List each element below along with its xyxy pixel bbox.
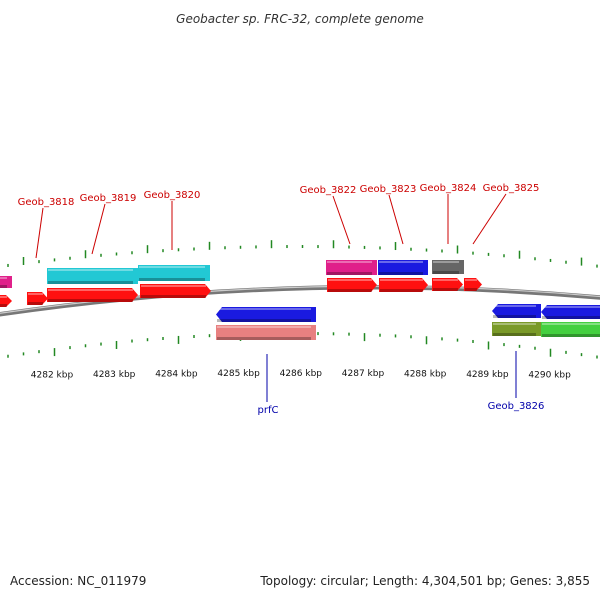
feature-geob-3826-c-shade bbox=[493, 333, 536, 336]
feature-geob-3820-a-shade bbox=[139, 278, 205, 281]
scale-label: 4282 kbp bbox=[31, 370, 74, 380]
feature-geob-3824-a[interactable] bbox=[432, 260, 464, 274]
scale-label: 4289 kbp bbox=[466, 370, 509, 380]
feature-geob-3823[interactable] bbox=[379, 278, 428, 292]
scale-label: 4284 kbp bbox=[155, 369, 198, 379]
scale-label: 4287 kbp bbox=[342, 369, 385, 379]
scale-label: 4286 kbp bbox=[280, 369, 323, 379]
feature-prfc-b-shine bbox=[217, 326, 311, 328]
scale-label: 4283 kbp bbox=[93, 370, 136, 380]
scale-label: 4288 kbp bbox=[404, 369, 447, 379]
gene-label[interactable]: Geob_3822 bbox=[300, 185, 357, 196]
scale-label: 4290 kbp bbox=[528, 370, 571, 380]
feature-geob-3819-a[interactable] bbox=[47, 268, 138, 284]
feature-prfc-shine bbox=[217, 308, 311, 310]
feature-geob-3826-b-shade bbox=[542, 316, 600, 319]
feature-geob-3826-d-shine bbox=[542, 323, 600, 325]
feature-left-edge-top-shade bbox=[0, 285, 7, 288]
feature-geob-3826-c-shine bbox=[493, 323, 536, 325]
label-leader bbox=[472, 193, 507, 245]
gene-label[interactable]: Geob_3818 bbox=[18, 197, 75, 208]
feature-geob-3819-a-shine bbox=[48, 269, 133, 271]
feature-left-edge-top[interactable] bbox=[0, 276, 12, 288]
feature-geob-3819-shade bbox=[48, 299, 133, 302]
feature-geob-3824-shine bbox=[433, 279, 458, 281]
feature-geob-3826-a[interactable] bbox=[492, 304, 541, 318]
feature-geob-3825-shade bbox=[465, 288, 477, 291]
backbone-highlight bbox=[0, 285, 600, 314]
feature-geob-3824-a-shade bbox=[433, 271, 459, 274]
feature-left-edge-top-shine bbox=[0, 277, 7, 279]
feature-geob-3822[interactable] bbox=[327, 278, 377, 292]
scale-label: 4285 kbp bbox=[217, 369, 260, 379]
feature-geob-3826-a-shade bbox=[493, 315, 536, 318]
feature-geob-3823-a-shade bbox=[379, 272, 423, 275]
feature-geob-3823-a[interactable] bbox=[378, 260, 428, 275]
feature-geob-3822-a[interactable] bbox=[326, 260, 377, 275]
gene-label[interactable]: Geob_3826 bbox=[488, 401, 545, 412]
inner-tick-ring bbox=[7, 332, 598, 359]
feature-geob-3825-shine bbox=[465, 279, 477, 281]
feature-geob-3818[interactable] bbox=[27, 292, 48, 305]
gene-label[interactable]: prfC bbox=[258, 405, 279, 416]
label-leader bbox=[35, 207, 44, 259]
feature-left-edge-bottom-shine bbox=[0, 296, 7, 298]
feature-geob-3823-shine bbox=[380, 279, 423, 281]
feature-geob-3826-b[interactable] bbox=[541, 305, 600, 319]
label-leader bbox=[388, 194, 404, 245]
feature-geob-3820-shine bbox=[141, 285, 206, 287]
feature-geob-3825[interactable] bbox=[464, 278, 482, 291]
feature-geob-3819[interactable] bbox=[47, 288, 138, 302]
feature-geob-3822-shine bbox=[328, 279, 372, 281]
feature-geob-3820-a-shine bbox=[139, 266, 205, 268]
gene-label[interactable]: Geob_3823 bbox=[360, 184, 417, 195]
feature-geob-3820[interactable] bbox=[140, 284, 211, 298]
gene-label[interactable]: Geob_3819 bbox=[80, 193, 137, 204]
feature-geob-3826-d[interactable] bbox=[541, 322, 600, 337]
accession-text: Accession: NC_011979 bbox=[10, 574, 146, 588]
feature-geob-3823-shade bbox=[380, 289, 423, 292]
scale-labels: 4282 kbp 4283 kbp 4284 kbp 4285 kbp 4286 kbp… bbox=[31, 369, 571, 380]
gene-features bbox=[0, 260, 600, 340]
feature-geob-3826-c[interactable] bbox=[492, 322, 541, 336]
feature-geob-3824-a-shine bbox=[433, 261, 459, 263]
feature-prfc-b[interactable] bbox=[216, 325, 316, 340]
gene-label[interactable]: Geob_3825 bbox=[483, 183, 540, 194]
label-leader bbox=[332, 195, 351, 245]
label-leaders bbox=[35, 193, 517, 402]
feature-prfc-b-shade bbox=[217, 337, 311, 340]
gene-labels: Geob_3818 Geob_3819 Geob_3820 Geob_3822 Geob… bbox=[18, 183, 545, 416]
outer-tick-ring bbox=[7, 240, 598, 268]
gene-label[interactable]: Geob_3824 bbox=[420, 183, 477, 194]
feature-geob-3822-a-shine bbox=[327, 261, 372, 263]
feature-geob-3822-shade bbox=[328, 289, 372, 292]
feature-prfc[interactable] bbox=[216, 307, 316, 322]
gene-label[interactable]: Geob_3820 bbox=[144, 190, 201, 201]
feature-left-edge-bottom[interactable] bbox=[0, 295, 12, 307]
feature-geob-3820-shade bbox=[141, 295, 206, 298]
feature-geob-3819-shine bbox=[48, 289, 133, 291]
feature-geob-3820-a[interactable] bbox=[138, 265, 210, 281]
feature-geob-3824[interactable] bbox=[432, 278, 463, 291]
feature-geob-3823-a-shine bbox=[379, 261, 423, 263]
feature-geob-3819-a-shade bbox=[48, 281, 133, 284]
feature-geob-3826-b-shine bbox=[542, 306, 600, 308]
feature-geob-3818-shine bbox=[28, 293, 43, 295]
feature-geob-3826-a-shine bbox=[493, 305, 536, 307]
feature-geob-3822-a-shade bbox=[327, 272, 372, 275]
genome-summary-text: Topology: circular; Length: 4,304,501 bp… bbox=[259, 574, 590, 588]
feature-left-edge-bottom-shade bbox=[0, 304, 7, 307]
backbone bbox=[0, 285, 600, 317]
feature-prfc-shade bbox=[217, 319, 311, 322]
label-leader bbox=[91, 203, 106, 255]
map-title: Geobacter sp. FRC-32, complete genome bbox=[176, 12, 424, 26]
feature-geob-3824-shade bbox=[433, 288, 458, 291]
feature-geob-3818-shade bbox=[28, 302, 43, 305]
feature-geob-3826-d-shade bbox=[542, 334, 600, 337]
